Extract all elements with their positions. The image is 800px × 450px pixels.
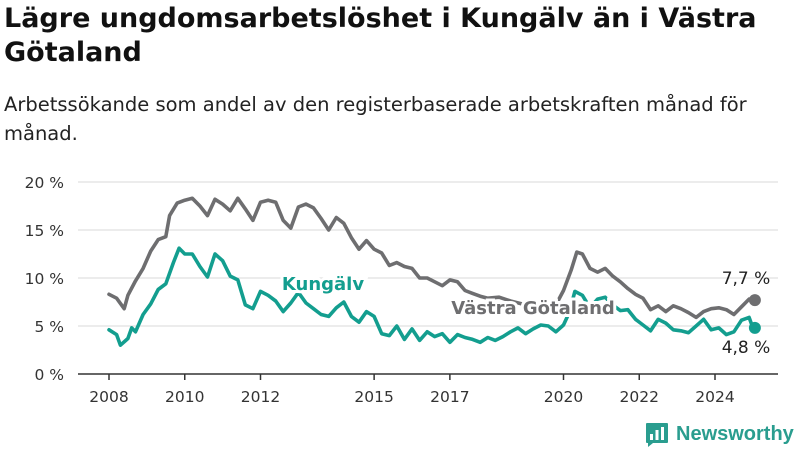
x-tick-label: 2008 bbox=[89, 388, 128, 406]
y-axis-ticks: 0 % 5 % 10 % 15 % 20 % bbox=[25, 174, 64, 384]
chart-title: Lägre ungdomsarbetslöshet i Kungälv än i… bbox=[4, 3, 757, 68]
brand-name: Newsworthy bbox=[676, 422, 794, 445]
series-label-kungalv: Kungälv bbox=[282, 274, 364, 295]
y-tick-label: 0 % bbox=[34, 366, 64, 384]
x-axis-ticks: 2008 2010 2012 2015 2017 2020 2022 2024 bbox=[89, 374, 735, 406]
series-labels: Kungälv Västra Götaland 7,7 % 4,8 % bbox=[279, 269, 771, 358]
y-tick-label: 20 % bbox=[25, 174, 64, 192]
end-value-kungalv: 4,8 % bbox=[722, 338, 771, 358]
newsworthy-logo-icon bbox=[646, 423, 668, 447]
y-tick-label: 10 % bbox=[25, 270, 64, 288]
chart-subtitle: Arbetssökande som andel av den registerb… bbox=[4, 93, 747, 145]
series-lines bbox=[107, 196, 761, 347]
x-tick-label: 2022 bbox=[620, 388, 659, 406]
series-line-kungalv bbox=[107, 246, 755, 347]
x-tick-label: 2024 bbox=[695, 388, 734, 406]
end-point-vastra-gotaland bbox=[748, 294, 761, 307]
end-point-kungalv bbox=[748, 321, 761, 334]
x-tick-label: 2020 bbox=[544, 388, 583, 406]
series-label-vastra-gotaland: Västra Götaland bbox=[451, 298, 615, 319]
x-tick-label: 2017 bbox=[430, 388, 469, 406]
x-tick-label: 2015 bbox=[354, 388, 393, 406]
y-tick-label: 5 % bbox=[34, 318, 64, 336]
series-line-vastra-gotaland bbox=[107, 196, 755, 320]
end-value-vastra-gotaland: 7,7 % bbox=[722, 269, 771, 289]
y-tick-label: 15 % bbox=[25, 222, 64, 240]
x-tick-label: 2012 bbox=[241, 388, 280, 406]
brand-logo: Newsworthy bbox=[644, 420, 794, 448]
x-tick-label: 2010 bbox=[165, 388, 204, 406]
